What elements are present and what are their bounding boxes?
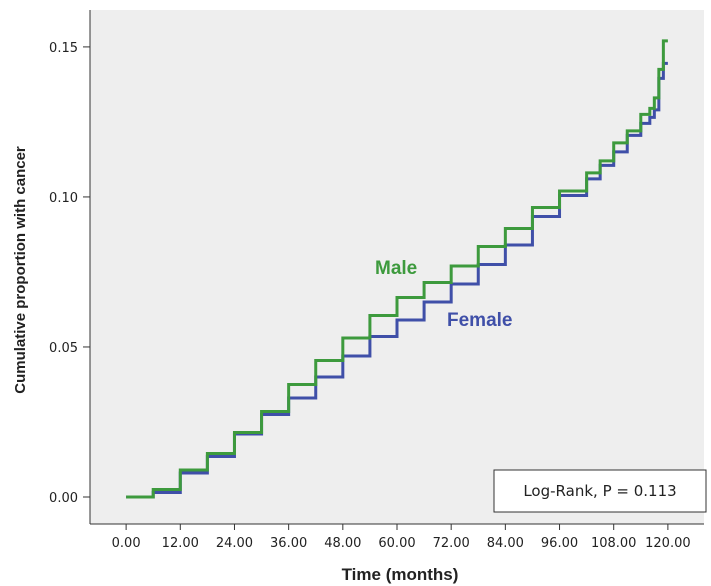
y-ticks: 0.00 0.05 0.10 0.15 xyxy=(49,41,90,506)
x-tick-label: 96.00 xyxy=(541,536,578,551)
x-tick-label: 60.00 xyxy=(378,536,415,551)
x-ticks: 0.00 12.00 24.00 36.00 48.00 60.00 72.00 84.00 9… xyxy=(112,524,691,551)
series-label-male: Male xyxy=(375,258,417,279)
x-axis-title: Time (months) xyxy=(342,565,459,584)
plot-lines xyxy=(126,39,668,499)
x-tick-label: 120.00 xyxy=(645,536,691,551)
y-tick-label: 0.05 xyxy=(49,341,78,356)
plot-background xyxy=(90,10,704,524)
y-tick-label: 0.00 xyxy=(49,491,78,506)
series-label-female: Female xyxy=(447,310,512,331)
y-axis-title: Cumulative proportion with cancer xyxy=(12,146,29,394)
x-tick-label: 24.00 xyxy=(216,536,253,551)
x-tick-label: 72.00 xyxy=(433,536,470,551)
x-tick-label: 0.00 xyxy=(112,536,141,551)
y-tick-label: 0.10 xyxy=(49,191,78,206)
log-rank-text: Log-Rank, P = 0.113 xyxy=(523,482,676,500)
series-line-male xyxy=(126,39,668,499)
x-tick-label: 84.00 xyxy=(487,536,524,551)
x-tick-label: 108.00 xyxy=(591,536,637,551)
x-tick-label: 48.00 xyxy=(324,536,361,551)
x-tick-label: 12.00 xyxy=(162,536,199,551)
legend-box xyxy=(493,469,707,513)
y-tick-label: 0.15 xyxy=(49,41,78,56)
x-tick-label: 36.00 xyxy=(270,536,307,551)
